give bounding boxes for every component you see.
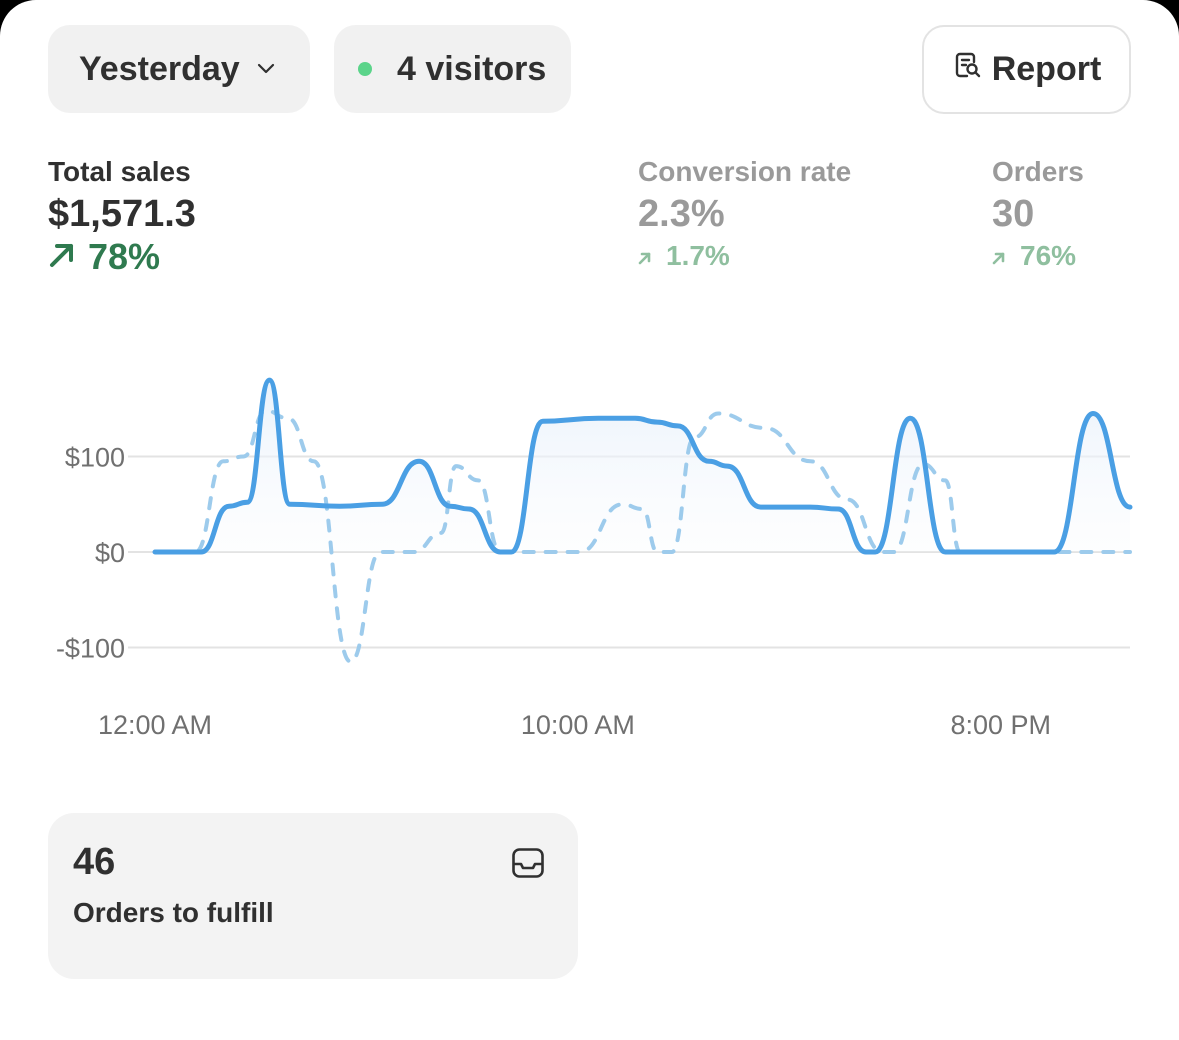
series-area-fill	[155, 380, 1130, 552]
report-label: Report	[991, 50, 1102, 88]
sales-series-line	[152, 377, 1133, 555]
x-tick-label: 12:00 AM	[98, 710, 212, 740]
metric-change-value: 1.7%	[666, 240, 730, 271]
fulfill-label: Orders to fulfill	[73, 897, 274, 928]
report-button[interactable]: Report	[922, 25, 1131, 114]
metric-total-sales[interactable]: Total sales $1,571.3 78%	[48, 154, 196, 277]
inbox-icon	[511, 847, 545, 884]
metric-change: 78%	[48, 237, 196, 277]
orders-to-fulfill-card[interactable]: 46 Orders to fulfill	[48, 813, 578, 979]
visitors-label: 4 visitors	[397, 49, 547, 88]
x-tick-label: 10:00 AM	[521, 710, 635, 740]
metric-label: Conversion rate	[638, 156, 852, 187]
metric-value: 2.3%	[638, 193, 725, 235]
y-tick-label: $0	[95, 538, 125, 568]
date-range-dropdown[interactable]: Yesterday	[48, 25, 310, 113]
metric-change: 1.7%	[638, 239, 851, 273]
chevron-down-icon	[256, 62, 276, 76]
arrow-up-right-icon	[48, 237, 88, 277]
metric-orders[interactable]: Orders 30 76%	[992, 154, 1084, 273]
date-range-label: Yesterday	[79, 49, 240, 88]
metric-change-value: 78%	[88, 236, 161, 277]
y-tick-label: $100	[65, 443, 125, 473]
metric-label: Total sales	[48, 156, 191, 187]
report-search-icon	[952, 50, 992, 89]
live-status-dot-icon	[358, 62, 372, 76]
metric-conversion-rate[interactable]: Conversion rate 2.3% 1.7%	[638, 154, 851, 273]
fulfill-count: 46	[73, 841, 116, 883]
metric-label: Orders	[992, 156, 1084, 187]
comparison-series-line	[153, 408, 1132, 664]
arrow-up-right-icon	[638, 239, 666, 273]
sales-line-chart[interactable]: $100 $0 -$100 12:00 AM 10:00 AM 8:00 PM	[0, 330, 1179, 760]
live-visitors-button[interactable]: 4 visitors	[334, 25, 571, 113]
x-tick-label: 8:00 PM	[950, 710, 1051, 740]
arrow-up-right-icon	[992, 239, 1020, 273]
metric-change-value: 76%	[1020, 240, 1077, 271]
metric-value: $1,571.3	[48, 193, 196, 235]
metric-value: 30	[992, 193, 1035, 235]
y-tick-label: -$100	[56, 634, 125, 664]
metric-change: 76%	[992, 239, 1084, 273]
